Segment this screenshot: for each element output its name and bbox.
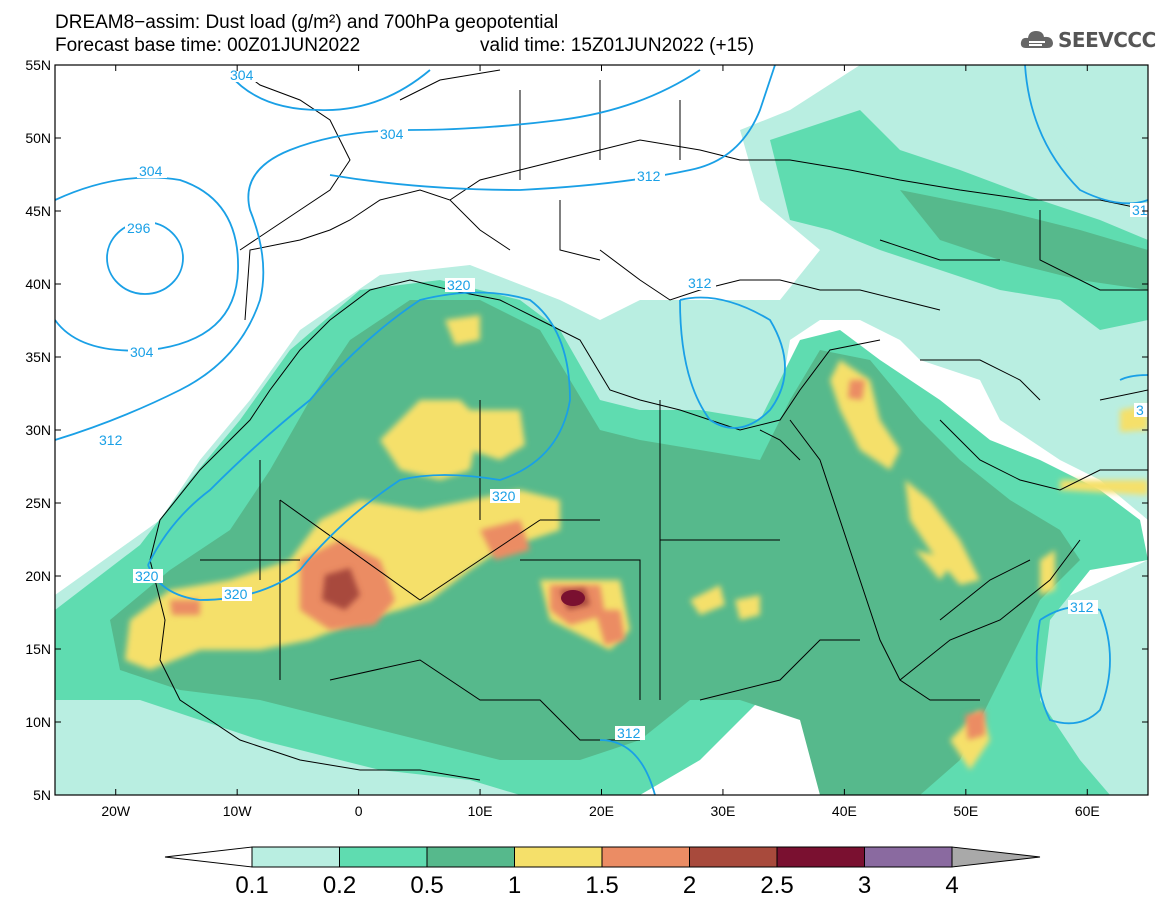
- contour-label: 304: [380, 126, 404, 142]
- lon-tick-label: 20E: [589, 803, 614, 819]
- lat-tick-label: 30N: [25, 422, 51, 438]
- lat-tick-label: 20N: [25, 568, 51, 584]
- lon-tick-label: 60E: [1075, 803, 1100, 819]
- seevccc-logo: SEEVCCC: [1020, 28, 1156, 52]
- contour-label: 320: [492, 488, 516, 504]
- lon-tick-label: 40E: [832, 803, 857, 819]
- colorbar-label: 2.5: [760, 872, 794, 899]
- colorbar-over-triangle: [951, 846, 1041, 868]
- colorbar-segment: [776, 846, 865, 868]
- contour-label: 312: [637, 168, 661, 184]
- colorbar-segment: [251, 846, 340, 868]
- lat-tick-label: 50N: [25, 130, 51, 146]
- colorbar-label: 3: [857, 872, 872, 899]
- contour-label: 304: [139, 163, 163, 179]
- colorbar-segment: [689, 846, 778, 868]
- lat-tick-label: 40N: [25, 276, 51, 292]
- lon-tick-label: 30E: [710, 803, 735, 819]
- colorbar-label: 1.5: [585, 872, 619, 899]
- colorbar-under-triangle: [164, 846, 253, 868]
- cloud-icon: [1020, 31, 1053, 48]
- lat-tick-label: 55N: [25, 57, 51, 73]
- contour-label: 312: [617, 725, 641, 741]
- colorbar-label: 4: [945, 872, 959, 899]
- logo-text: SEEVCCC: [1058, 28, 1156, 52]
- colorbar-segment: [514, 846, 603, 868]
- lon-tick-label: 10W: [223, 803, 253, 819]
- lon-tick-label: 0: [355, 803, 363, 819]
- colorbar-label: 0.5: [410, 872, 444, 899]
- contour-label: 312: [688, 275, 712, 291]
- lon-tick-label: 10E: [468, 803, 493, 819]
- contour-label: 320: [135, 568, 159, 584]
- lat-tick-label: 15N: [25, 641, 51, 657]
- dust-layer-0.5: [110, 190, 1148, 795]
- forecast-base-time: Forecast base time: 00Z01JUN2022: [55, 35, 361, 56]
- lat-tick-label: 45N: [25, 203, 51, 219]
- contour-label: 312: [1070, 599, 1094, 615]
- colorbar-segment: [601, 846, 690, 868]
- colorbar: [164, 846, 1041, 868]
- contour-label: 304: [230, 67, 254, 83]
- colorbar-label: 1: [507, 872, 522, 899]
- contour-label: 296: [127, 220, 151, 236]
- contour-labels: 304 304 304 296 304 312 312 312 320 320 …: [97, 67, 1148, 741]
- contour-label: 31: [1132, 202, 1148, 218]
- contour-label: 304: [130, 344, 154, 360]
- contour-label: 320: [447, 277, 471, 293]
- lon-tick-label: 20W: [101, 803, 131, 819]
- coastlines: [149, 69, 1148, 781]
- lat-tick-label: 10N: [25, 714, 51, 730]
- contour-label: 312: [99, 432, 123, 448]
- colorbar-label: 0.1: [235, 872, 269, 899]
- lon-tick-label: 50E: [953, 803, 978, 819]
- valid-time: valid time: 15Z01JUN2022 (+15): [480, 35, 755, 56]
- map-title: DREAM8−assim: Dust load (g/m²) and 700hP…: [55, 12, 559, 33]
- latitude-axis: 55N 50N 45N 40N 35N 30N 25N 20N 15N 10N 5N: [25, 57, 1148, 803]
- contour-label: 3: [1136, 402, 1144, 418]
- colorbar-segment: [864, 846, 953, 868]
- dust-layer-2.5: [561, 590, 585, 606]
- colorbar-segment: [339, 846, 428, 868]
- contour-label: 320: [224, 586, 248, 602]
- longitude-axis: 20W 10W 0 10E 20E 30E 40E 50E 60E: [101, 65, 1100, 819]
- lat-tick-label: 25N: [25, 495, 51, 511]
- colorbar-label: 0.2: [322, 872, 357, 899]
- lat-tick-label: 5N: [33, 787, 51, 803]
- colorbar-segment: [426, 846, 515, 868]
- colorbar-label: 2: [682, 872, 697, 899]
- lat-tick-label: 35N: [25, 349, 51, 365]
